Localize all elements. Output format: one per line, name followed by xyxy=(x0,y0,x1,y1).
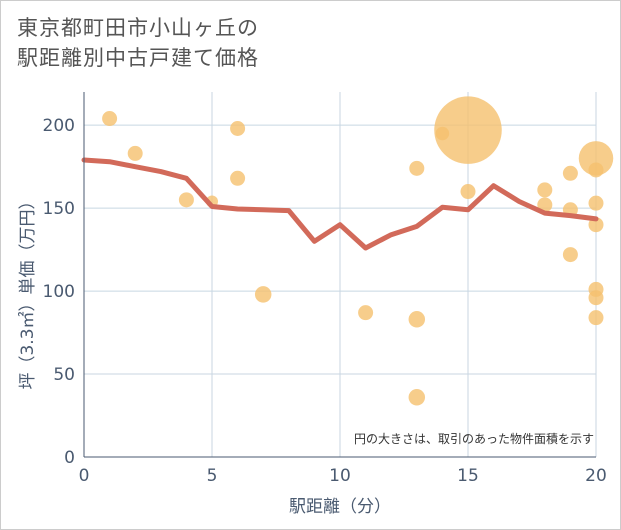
data-bubble xyxy=(537,182,553,198)
y-tick-label: 200 xyxy=(43,116,75,136)
data-bubble xyxy=(578,141,614,176)
data-bubble xyxy=(588,310,604,326)
axes: 0 50 100 150 200 0 5 10 15 20 xyxy=(43,92,607,486)
data-bubble xyxy=(254,286,272,303)
data-bubble xyxy=(562,165,578,181)
chart-title-line1: 東京都町田市小山ヶ丘の xyxy=(17,16,259,40)
data-bubble xyxy=(537,197,553,213)
x-tick-label: 20 xyxy=(585,466,607,486)
data-bubble xyxy=(434,96,502,164)
x-tick-label: 0 xyxy=(79,466,90,486)
data-bubble xyxy=(588,217,604,233)
data-bubble xyxy=(102,111,118,127)
y-tick-label: 50 xyxy=(53,365,75,385)
y-tick-label: 0 xyxy=(64,448,75,468)
y-tick-label: 150 xyxy=(43,199,75,219)
data-bubble xyxy=(230,170,246,186)
data-bubble xyxy=(562,247,578,263)
chart-title: 東京都町田市小山ヶ丘の 駅距離別中古戸建て価格 xyxy=(17,13,259,73)
data-bubble xyxy=(408,311,426,328)
y-axis-label: 坪（3.3㎡）単価（万円） xyxy=(18,192,38,389)
bubbles xyxy=(102,96,614,406)
data-bubble xyxy=(588,195,604,211)
data-bubble xyxy=(408,389,426,406)
data-bubble xyxy=(409,160,425,176)
data-bubble xyxy=(230,121,246,136)
data-bubble xyxy=(588,162,604,178)
x-axis-label: 駅距離（分） xyxy=(289,497,391,517)
data-bubble xyxy=(178,192,194,208)
y-tick-label: 100 xyxy=(43,282,75,302)
x-tick-label: 15 xyxy=(457,466,479,486)
x-tick-label: 5 xyxy=(207,466,218,486)
data-bubble xyxy=(588,290,604,306)
chart-title-line2: 駅距離別中古戸建て価格 xyxy=(17,46,259,70)
average-price-line xyxy=(81,157,599,251)
data-bubble xyxy=(460,184,476,200)
x-tick-label: 10 xyxy=(329,466,351,486)
data-bubble xyxy=(358,305,374,321)
data-bubble xyxy=(435,126,450,141)
bubble-size-note: 円の大きさは、取引のあった物件面積を示す xyxy=(354,431,594,446)
grid-lines xyxy=(84,92,597,457)
data-bubble xyxy=(127,145,143,161)
average-line-layer xyxy=(81,157,599,251)
